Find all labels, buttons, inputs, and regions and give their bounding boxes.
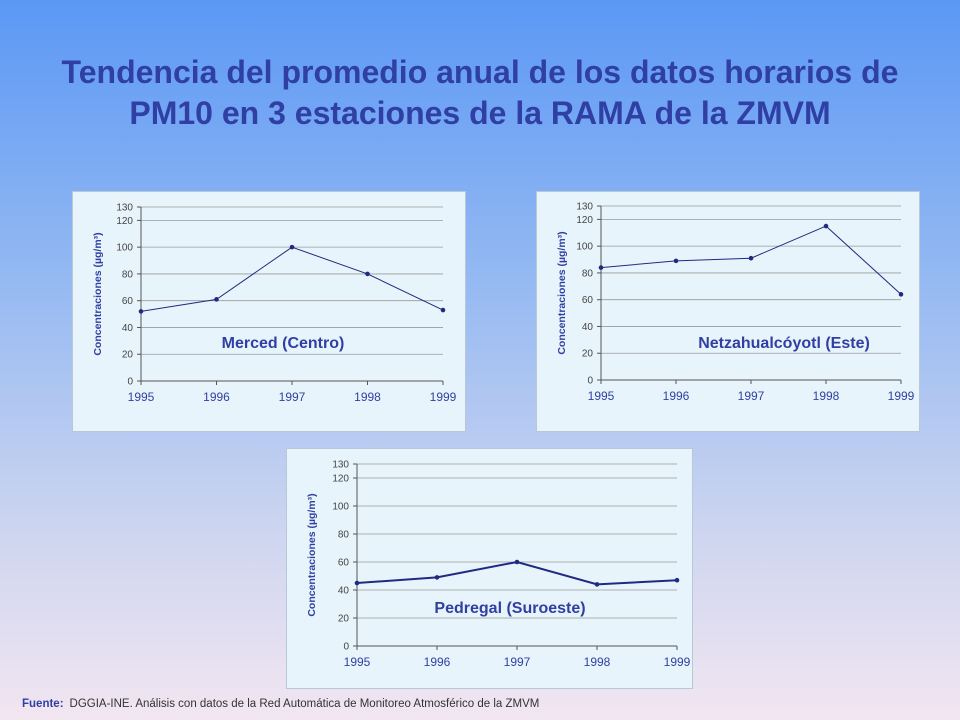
y-tick-label: 60: [338, 558, 350, 569]
y-tick-label: 80: [122, 269, 134, 280]
x-tick-label: 1999: [664, 655, 691, 669]
y-tick-label: 0: [587, 376, 593, 387]
data-point: [598, 265, 604, 270]
data-point: [289, 244, 295, 250]
chart-pedregal: 0 20 40 60 80 100 120 130 1995 1996 1997 1998 1999 Co…: [306, 460, 691, 670]
data-point: [514, 559, 520, 565]
data-point: [748, 255, 754, 261]
y-tick-label: 130: [332, 460, 349, 471]
y-tick-label: 100: [116, 243, 133, 254]
y-axis-title: Concentraciones (µg/m³): [92, 232, 104, 355]
chart-title: Pedregal (Suroeste): [434, 600, 585, 617]
y-tick-label: 130: [576, 202, 593, 213]
chart-title: Merced (Centro): [222, 335, 345, 352]
chart-merced: 0 20 40 60 80 100 120 130 1995 1996 1997 1998 1999 Co…: [92, 203, 457, 405]
y-tick-label: 100: [332, 502, 349, 513]
slide-title: Tendencia del promedio anual de los dato…: [61, 54, 899, 131]
y-tick-label: 80: [338, 530, 350, 541]
x-tick-label: 1996: [203, 390, 230, 404]
x-tick-label: 1998: [354, 390, 381, 404]
footer-label: Fuente:: [22, 698, 64, 710]
data-point: [354, 580, 360, 586]
x-tick-label: 1997: [279, 390, 306, 404]
series-line: [140, 246, 444, 312]
data-point: [673, 258, 679, 264]
chart-title: Netzahualcóyotl (Este): [698, 335, 870, 352]
data-point: [594, 582, 600, 587]
y-axis-title: Concentraciones (µg/m³): [306, 493, 318, 616]
x-tick-label: 1998: [813, 389, 840, 403]
footer-text: DGGIA-INE. Análisis con datos de la Red …: [69, 698, 540, 710]
y-tick-label: 40: [122, 323, 134, 334]
y-tick-label: 60: [582, 295, 594, 306]
y-tick-label: 20: [582, 349, 594, 360]
y-tick-label: 120: [116, 216, 133, 227]
y-tick-label: 130: [116, 203, 133, 214]
x-tick-label: 1996: [424, 655, 451, 669]
data-point: [674, 577, 680, 583]
x-tick-label: 1996: [663, 389, 690, 403]
y-tick-label: 0: [127, 377, 133, 388]
x-tick-label: 1999: [430, 390, 457, 404]
y-tick-label: 0: [343, 642, 349, 653]
y-tick-label: 40: [582, 322, 594, 333]
x-tick-label: 1995: [128, 390, 155, 404]
y-tick-label: 20: [122, 350, 134, 361]
data-point: [440, 307, 446, 313]
y-tick-label: 120: [576, 215, 593, 226]
x-tick-label: 1998: [584, 655, 611, 669]
y-tick-label: 120: [332, 474, 349, 485]
x-tick-label: 1995: [588, 389, 615, 403]
chart-netzahualcoyotl: 0 20 40 60 80 100 120 130 1995 1996 1997 1998 1999 Co…: [556, 202, 915, 404]
y-tick-label: 40: [338, 586, 350, 597]
y-tick-label: 20: [338, 614, 350, 625]
y-tick-label: 80: [582, 268, 594, 279]
chart-panel-pedregal: 0 20 40 60 80 100 120 130 1995 1996 1997 1998 1999 Co…: [286, 448, 693, 689]
data-point: [823, 223, 829, 229]
x-tick-label: 1997: [738, 389, 765, 403]
chart-panel-merced: 0 20 40 60 80 100 120 130 1995 1996 1997 1998 1999 Co…: [72, 191, 466, 432]
x-tick-label: 1997: [504, 655, 531, 669]
data-point: [365, 271, 370, 277]
x-tick-label: 1995: [344, 655, 371, 669]
data-point: [434, 575, 440, 580]
y-axis-title: Concentraciones (µg/m³): [556, 231, 568, 354]
data-point: [898, 292, 904, 297]
x-tick-label: 1999: [888, 389, 915, 403]
y-tick-label: 60: [122, 296, 134, 307]
chart-panel-netzahualcoyotl: 0 20 40 60 80 100 120 130 1995 1996 1997 1998 1999 Co…: [536, 191, 920, 432]
y-tick-label: 100: [576, 242, 593, 253]
data-point: [214, 297, 219, 302]
data-point: [138, 309, 144, 314]
source-footer: Fuente: DGGIA-INE. Análisis con datos de …: [22, 698, 539, 710]
series-line: [356, 560, 678, 586]
